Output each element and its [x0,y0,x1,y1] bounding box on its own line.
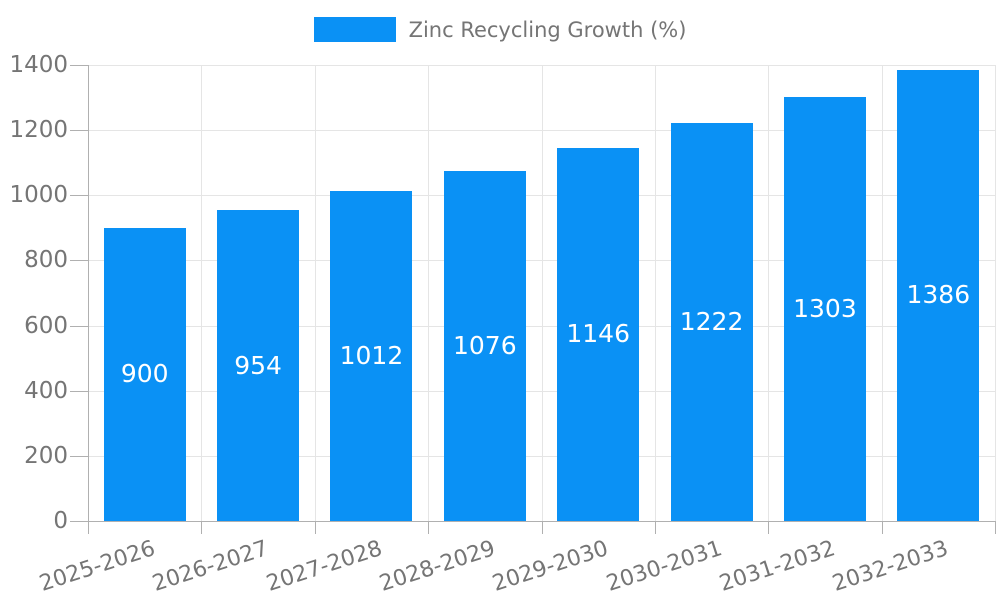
bar-value-label: 954 [234,350,282,380]
x-axis-tick [428,521,430,534]
x-gridline [541,65,543,521]
x-axis-tick [541,521,543,534]
legend: Zinc Recycling Growth (%) [0,17,1000,42]
legend-label: Zinc Recycling Growth (%) [408,17,687,42]
y-tick-label: 600 [24,312,68,339]
y-axis-tick [70,521,88,522]
y-axis-tick [70,195,88,197]
x-tick-label: 2026-2027 [149,536,272,597]
x-axis-tick [654,521,656,534]
bar: 954 [217,210,300,521]
x-gridline [995,65,996,521]
bar-value-label: 1386 [906,280,971,310]
y-axis-tick [70,130,88,132]
bar-value-label: 1012 [339,341,404,371]
y-tick-label: 400 [24,377,68,404]
x-gridline [314,65,316,521]
x-gridline [881,65,883,521]
bar: 1146 [557,147,640,521]
x-axis-tick [314,521,316,534]
x-gridline [201,65,203,521]
y-tick-label: 800 [24,247,68,274]
y-axis-line [88,65,89,521]
y-tick-label: 1400 [9,52,68,78]
y-axis-tick [70,390,88,392]
x-tick-label: 2025-2026 [36,536,159,597]
bar-value-label: 900 [120,359,169,389]
x-tick-label: 2028-2029 [376,536,499,597]
x-axis-tick [88,521,89,534]
y-axis-tick [70,65,88,66]
bar: 900 [103,227,186,521]
y-axis-tick [70,455,88,457]
y-axis-tick [70,325,88,327]
y-tick-label: 1000 [9,182,68,209]
y-axis-tick [70,260,88,262]
y-tick-label: 1200 [9,117,68,144]
bar: 1222 [670,122,753,521]
x-gridline [428,65,430,521]
x-axis-tick [881,521,883,534]
x-tick-label: 2027-2028 [263,536,385,597]
legend-swatch [313,17,396,42]
bar: 1303 [783,96,866,521]
x-axis-tick [995,521,996,534]
x-gridline [654,65,656,521]
x-tick-label: 2031-2032 [716,536,839,597]
x-tick-label: 2032-2033 [829,536,952,597]
bar: 1012 [330,191,413,521]
bar-value-label: 1222 [679,306,744,336]
y-tick-label: 0 [53,508,68,534]
bar: 1386 [897,69,980,521]
x-gridline [768,65,770,521]
x-axis-tick [768,521,770,534]
x-axis-tick [201,521,203,534]
bar-value-label: 1303 [793,293,857,323]
y-tick-label: 200 [24,442,68,469]
bar-value-label: 1076 [453,330,517,360]
x-tick-label: 2030-2031 [603,536,725,597]
bar: 1076 [443,170,526,521]
bar-value-label: 1146 [566,319,630,349]
x-tick-label: 2029-2030 [489,536,612,597]
